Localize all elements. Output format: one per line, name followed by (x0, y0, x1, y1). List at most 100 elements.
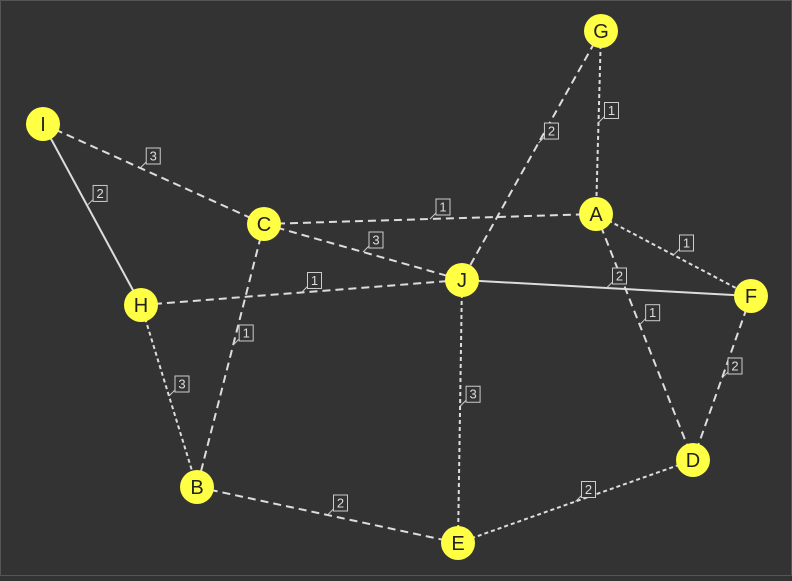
label-box (679, 234, 694, 252)
node-label: D (686, 450, 700, 472)
edge-weight-text: 2 (616, 269, 623, 284)
label-box (307, 272, 322, 289)
node-circle[interactable] (734, 279, 768, 313)
edge-weight-text: 3 (178, 377, 185, 392)
edge-i-h (42, 123, 142, 306)
node-label: A (589, 204, 603, 226)
label-box (581, 481, 596, 498)
node-e[interactable]: E (441, 526, 475, 560)
edges-layer (42, 30, 752, 544)
node-a[interactable]: A (579, 197, 613, 231)
label-leader (86, 199, 94, 206)
edge-weight-text: 1 (649, 305, 656, 320)
nodes-layer: A B C D E F G H I J (26, 14, 768, 560)
edge-weight-label: 1 (673, 234, 694, 256)
node-b[interactable]: B (180, 470, 214, 504)
label-leader (429, 212, 437, 220)
edge-weight-text: 1 (439, 200, 446, 215)
label-leader (538, 136, 545, 144)
edge-weight-text: 3 (469, 387, 476, 402)
label-leader (459, 399, 467, 407)
label-leader (639, 318, 647, 326)
edge-c-a (263, 213, 597, 225)
node-h[interactable]: H (124, 288, 158, 322)
edge-weight-label: 2 (327, 494, 348, 516)
edge-f-d (692, 295, 752, 461)
edge-weight-text: 3 (150, 149, 157, 164)
label-box (435, 198, 451, 216)
edge-a-d (595, 213, 694, 461)
node-label: I (40, 114, 46, 136)
edge-weight-label: 2 (86, 184, 108, 206)
edge-labels-layer: 2 3 1 3 1 2 1 1 1 1 3 2 3 2 2 2 (86, 102, 743, 516)
node-label: J (457, 270, 467, 292)
edge-weight-label: 1 (232, 324, 254, 346)
edge-weight-label: 3 (459, 385, 481, 407)
edge-weight-text: 1 (243, 325, 250, 340)
label-box (333, 494, 348, 512)
edge-weight-label: 1 (598, 102, 619, 123)
edge-weight-label: 3 (139, 147, 161, 169)
label-leader (721, 371, 729, 379)
node-circle[interactable] (676, 443, 710, 477)
node-label: H (134, 295, 148, 317)
edge-weight-text: 2 (337, 496, 344, 511)
label-leader (232, 338, 240, 346)
node-circle[interactable] (247, 207, 281, 241)
label-box (645, 304, 661, 322)
edge-weight-text: 3 (372, 233, 379, 248)
node-circle[interactable] (124, 288, 158, 322)
node-f[interactable]: F (734, 279, 768, 313)
node-circle[interactable] (445, 263, 479, 297)
label-leader (168, 389, 176, 397)
node-label: G (593, 21, 609, 43)
label-box (543, 122, 559, 140)
label-leader (575, 495, 582, 502)
node-i[interactable]: I (26, 107, 60, 141)
edge-weight-label: 1 (301, 272, 322, 293)
label-leader (301, 286, 308, 293)
node-d[interactable]: D (676, 443, 710, 477)
edge-weight-label: 2 (721, 357, 743, 379)
node-label: F (745, 286, 757, 308)
node-label: B (190, 477, 203, 499)
label-leader (598, 116, 605, 123)
edge-weight-label: 2 (575, 481, 596, 502)
node-circle[interactable] (579, 197, 613, 231)
node-circle[interactable] (180, 470, 214, 504)
edge-weight-label: 2 (538, 122, 559, 144)
edge-weight-label: 1 (429, 198, 451, 220)
edge-weight-label: 1 (639, 304, 661, 326)
edge-weight-label: 3 (168, 375, 190, 397)
node-g[interactable]: G (584, 14, 618, 48)
node-label: E (451, 533, 464, 555)
edge-weight-text: 1 (683, 236, 690, 251)
edge-j-e (457, 279, 463, 544)
edge-weight-label: 2 (606, 267, 627, 289)
edge-weight-text: 2 (96, 186, 103, 201)
node-circle[interactable] (584, 14, 618, 48)
node-c[interactable]: C (247, 207, 281, 241)
label-leader (606, 281, 613, 289)
node-j[interactable]: J (445, 263, 479, 297)
label-box (145, 147, 161, 165)
edge-g-j (461, 30, 602, 281)
label-box (174, 375, 190, 393)
label-leader (139, 161, 147, 169)
node-circle[interactable] (26, 107, 60, 141)
node-label: C (257, 214, 271, 236)
edge-weight-text: 2 (585, 482, 592, 497)
edge-h-b (140, 304, 198, 488)
node-circle[interactable] (441, 526, 475, 560)
label-box (92, 184, 108, 202)
label-leader (327, 508, 334, 516)
edge-i-c (42, 123, 265, 225)
edge-weight-text: 2 (731, 359, 738, 374)
label-box (238, 324, 254, 342)
label-box (612, 267, 627, 285)
edge-c-j (263, 223, 463, 281)
edge-weight-text: 1 (311, 273, 318, 288)
edge-weight-text: 2 (548, 124, 555, 139)
